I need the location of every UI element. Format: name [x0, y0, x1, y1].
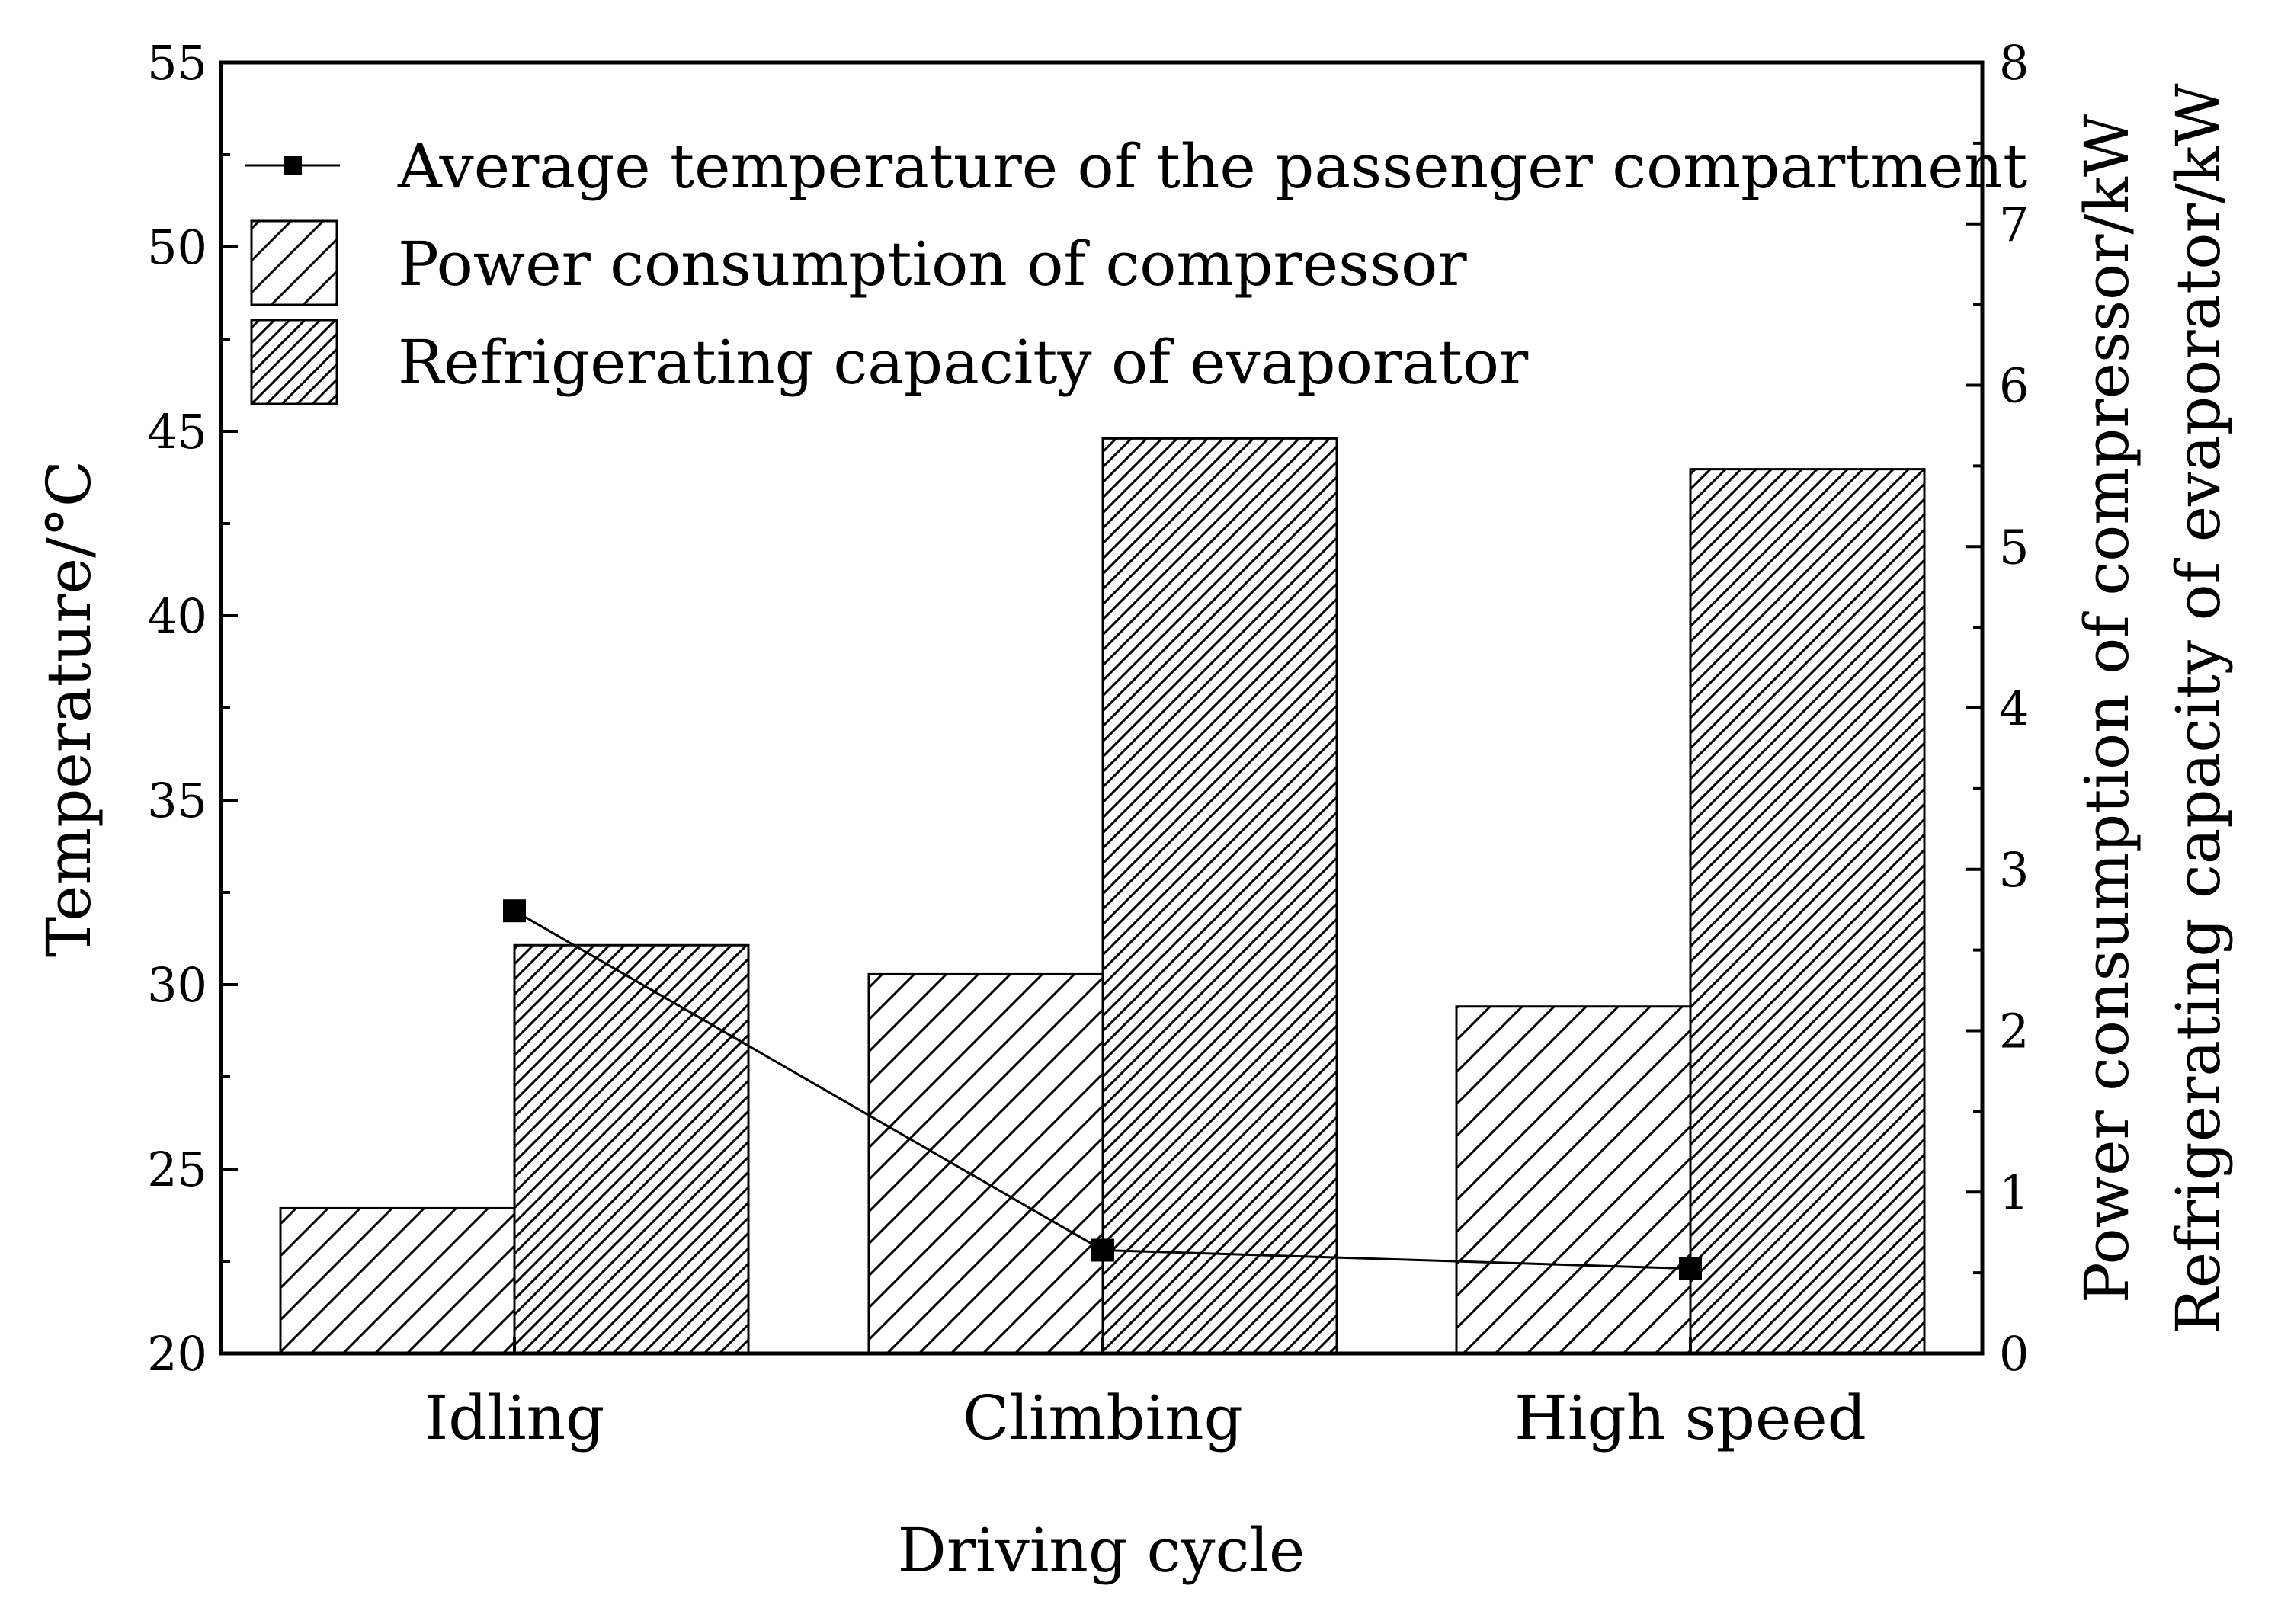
legend-label-power: Power consumption of compressor: [398, 229, 1467, 299]
y2-axis-title-power: Power consumption of compressor/kW: [2071, 114, 2142, 1303]
temperature-point-1: [1091, 1238, 1114, 1262]
y-axis-title: Temperature/°C: [34, 460, 104, 957]
legend: Average temperature of the passenger com…: [245, 131, 2027, 405]
bar-power-1: [867, 972, 1104, 1355]
y-tick-label-55: 55: [147, 35, 207, 91]
x-axis-title: Driving cycle: [898, 1515, 1306, 1586]
y2-tick-label-0: 0: [1999, 1326, 2029, 1382]
legend-entry-refrigerating: Refrigerating capacity of evaporator: [250, 319, 1529, 405]
y2-tick-label-4: 4: [1999, 681, 2029, 736]
legend-label-temperature: Average temperature of the passenger com…: [397, 131, 2027, 202]
bar-refrigerating-2: [1689, 468, 1926, 1355]
y-tick-label-30: 30: [147, 957, 207, 1013]
legend-entry-power: Power consumption of compressor: [250, 219, 1467, 306]
y2-tick-label-3: 3: [1999, 842, 2029, 898]
y-tick-label-25: 25: [147, 1142, 207, 1197]
y-tick-label-35: 35: [147, 773, 207, 828]
y2-tick-label-7: 7: [1999, 197, 2029, 252]
y2-tick-label-6: 6: [1999, 358, 2029, 414]
legend-label-refrigerating: Refrigerating capacity of evaporator: [398, 327, 1529, 398]
y2-tick-label-1: 1: [1999, 1164, 2029, 1220]
temperature-point-0: [503, 899, 526, 923]
temperature-line-layer: [503, 899, 1702, 1280]
ticks-layer: [221, 61, 1982, 1355]
y-tick-label-45: 45: [147, 404, 207, 460]
bar-power-2: [1455, 1005, 1692, 1355]
legend-sparse-hatch-swatch: [250, 219, 338, 306]
y-tick-label-40: 40: [147, 588, 207, 644]
bar-refrigerating-0: [513, 943, 750, 1355]
y2-tick-label-2: 2: [1999, 1004, 2029, 1059]
y2-tick-label-8: 8: [1999, 35, 2029, 91]
bars-layer: [279, 437, 1926, 1355]
bar-power-0: [279, 1206, 516, 1355]
x-category-label-1: Climbing: [963, 1382, 1243, 1453]
legend-square-marker-icon: [284, 156, 302, 175]
temperature-point-2: [1679, 1257, 1702, 1280]
x-category-label-0: Idling: [425, 1382, 605, 1453]
y2-tick-label-5: 5: [1999, 519, 2029, 575]
bar-refrigerating-1: [1101, 437, 1338, 1355]
x-category-label-2: High speed: [1514, 1382, 1866, 1453]
legend-entry-temperature: Average temperature of the passenger com…: [245, 131, 2027, 202]
y-tick-label-50: 50: [147, 219, 207, 275]
y2-axis-title-refrigerating: Refrigerating capacity of evaporator/kW: [2163, 84, 2234, 1334]
y-tick-label-20: 20: [147, 1326, 207, 1382]
legend-dense-hatch-swatch: [250, 319, 338, 405]
